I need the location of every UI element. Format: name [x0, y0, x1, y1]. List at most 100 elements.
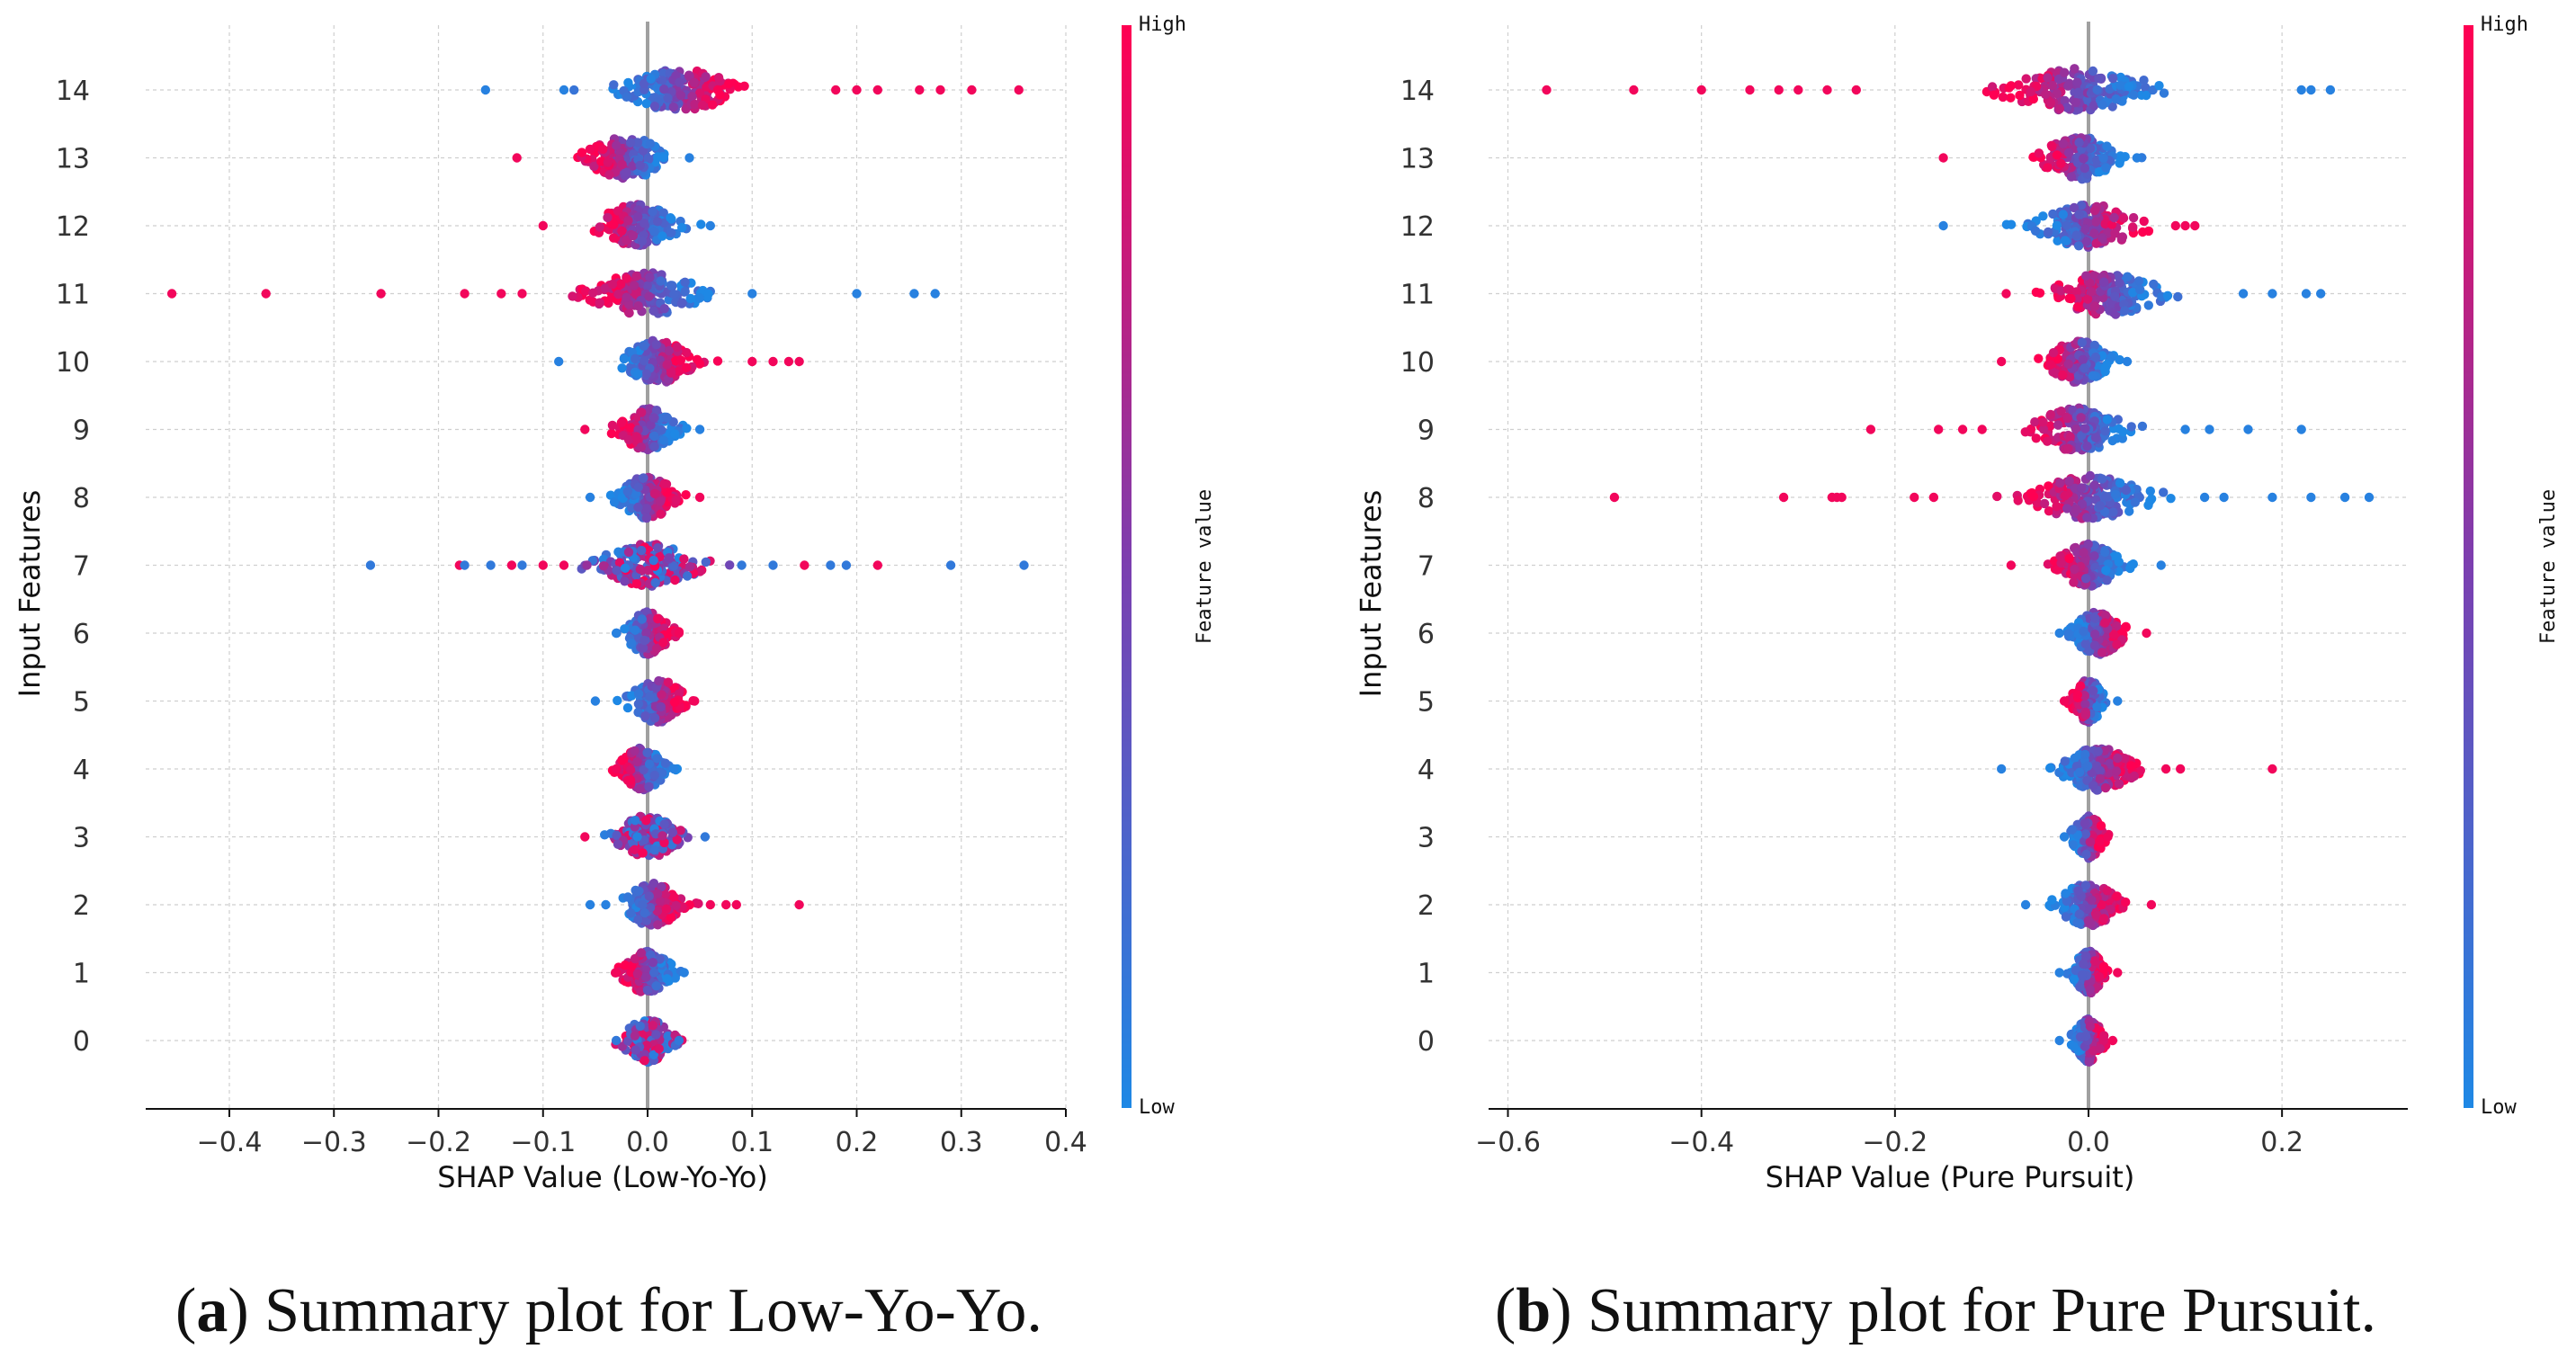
shap-point	[649, 431, 659, 442]
shap-point	[2095, 773, 2106, 784]
shap-point	[2122, 356, 2133, 367]
shap-point	[2128, 288, 2138, 298]
shap-point	[2038, 211, 2048, 221]
shap-point	[2001, 219, 2012, 229]
shap-point	[2190, 220, 2200, 231]
shap-point	[632, 969, 643, 979]
shap-point	[2083, 539, 2093, 549]
shap-point	[2006, 560, 2017, 570]
y-tick-label: 10	[56, 347, 90, 379]
shap-point	[631, 1045, 640, 1055]
shap-point	[612, 566, 622, 576]
shap-point	[666, 228, 676, 237]
shap-point	[633, 915, 643, 925]
shap-point	[627, 691, 637, 701]
beeswarm-row-1	[610, 946, 689, 996]
shap-point	[2113, 968, 2123, 978]
shap-point	[664, 553, 674, 563]
shap-point	[646, 950, 656, 960]
shap-point	[641, 504, 652, 514]
shap-point	[2112, 639, 2122, 649]
y-tick-label: 12	[56, 211, 90, 243]
shap-point	[967, 85, 977, 95]
shap-point	[1997, 356, 2007, 367]
shap-point	[2055, 551, 2065, 561]
shap-point	[2170, 220, 2180, 231]
shap-point	[559, 560, 569, 570]
y-tick-label: 9	[73, 415, 90, 447]
shap-point	[627, 961, 637, 971]
shap-point	[2120, 754, 2130, 764]
shap-point	[648, 413, 658, 423]
shap-point	[783, 356, 794, 367]
shap-point	[639, 341, 648, 351]
shap-point	[2166, 494, 2176, 504]
shap-point	[2128, 212, 2139, 223]
shap-point	[2065, 432, 2075, 442]
shap-point	[625, 138, 636, 147]
beeswarm-row-14	[480, 66, 1024, 114]
shap-point	[2091, 238, 2101, 248]
shap-point	[2088, 371, 2098, 380]
shap-point	[616, 279, 626, 290]
shap-point	[620, 563, 631, 573]
shap-point	[649, 488, 660, 499]
shap-point	[2339, 492, 2350, 503]
shap-point	[641, 972, 651, 982]
y-axis-title: Input Features	[13, 490, 47, 698]
shap-point	[852, 289, 862, 299]
shap-point	[633, 502, 643, 513]
shap-point	[2112, 891, 2122, 901]
shap-point	[2075, 681, 2086, 691]
shap-point	[2093, 746, 2103, 756]
shap-point	[2114, 557, 2124, 567]
shap-point	[826, 560, 836, 570]
shap-point	[2100, 618, 2110, 628]
x-tick-label: −0.3	[301, 1127, 367, 1158]
y-tick-label: 13	[56, 144, 90, 175]
shap-point	[2076, 413, 2086, 423]
shap-point	[2089, 205, 2100, 216]
shap-point	[2142, 628, 2151, 639]
colorbar-low-label: Low	[1139, 1096, 1175, 1119]
shap-point	[794, 356, 804, 367]
beeswarm-row-10	[1997, 336, 2133, 387]
shap-point	[670, 575, 680, 585]
shap-point	[2128, 222, 2138, 232]
shap-point	[2180, 424, 2190, 434]
beeswarm-row-13	[512, 134, 694, 183]
shap-point	[2054, 628, 2064, 639]
shap-point	[640, 219, 649, 228]
shap-point	[652, 906, 663, 916]
shap-point	[683, 571, 693, 581]
shap-point	[1609, 492, 1620, 503]
shap-point	[675, 355, 686, 365]
shap-point	[694, 293, 705, 303]
shap-point	[2085, 470, 2096, 481]
shap-point	[682, 362, 692, 372]
shap-point	[2062, 896, 2071, 907]
shap-point	[650, 577, 660, 588]
shap-point	[649, 442, 659, 451]
shap-point	[604, 170, 614, 180]
shap-point	[715, 90, 725, 100]
shap-point	[2107, 435, 2117, 446]
shap-point	[2159, 487, 2169, 497]
shap-point	[2076, 201, 2087, 210]
shap-point	[2110, 489, 2121, 499]
shap-point	[642, 281, 652, 291]
shap-point	[588, 288, 598, 298]
shap-point	[617, 363, 627, 373]
shap-point	[2126, 422, 2136, 432]
shap-point	[2098, 961, 2109, 971]
x-tick-label: 0.1	[730, 1127, 774, 1158]
shap-point	[2064, 476, 2074, 487]
shap-point	[1865, 424, 1876, 434]
shap-point	[1778, 492, 1789, 503]
shap-point	[2160, 764, 2171, 774]
shap-point	[622, 273, 631, 283]
shap-point	[622, 292, 631, 302]
shap-point	[1928, 492, 1939, 503]
shap-point	[595, 222, 604, 232]
shap-point	[724, 79, 734, 89]
